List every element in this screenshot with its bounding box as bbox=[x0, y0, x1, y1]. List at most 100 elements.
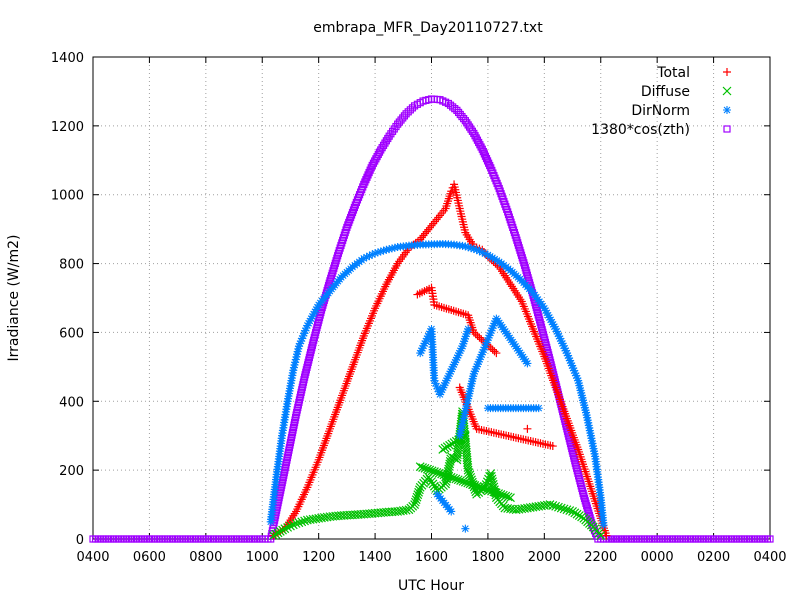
data-point bbox=[488, 324, 497, 333]
data-point bbox=[310, 307, 319, 316]
data-point bbox=[448, 362, 457, 371]
data-point bbox=[455, 431, 464, 440]
data-point bbox=[370, 306, 379, 315]
data-point bbox=[447, 365, 456, 374]
data-point bbox=[425, 223, 434, 232]
data-point bbox=[465, 479, 475, 489]
data-point bbox=[466, 244, 475, 253]
series-layer bbox=[89, 95, 774, 543]
data-point bbox=[485, 331, 494, 340]
data-point bbox=[573, 443, 582, 452]
data-point bbox=[584, 477, 593, 486]
data-point bbox=[437, 388, 446, 397]
data-point bbox=[490, 255, 499, 264]
data-point bbox=[594, 528, 604, 538]
data-point bbox=[435, 390, 444, 399]
data-point bbox=[441, 471, 451, 481]
data-point bbox=[342, 226, 350, 234]
data-point bbox=[324, 289, 333, 298]
data-point bbox=[439, 383, 448, 392]
data-point bbox=[549, 320, 558, 329]
data-point bbox=[458, 241, 467, 250]
data-point bbox=[435, 240, 444, 249]
data-point bbox=[532, 404, 541, 413]
data-point bbox=[430, 217, 439, 226]
data-point bbox=[447, 439, 457, 449]
y-tick-label: 1200 bbox=[51, 120, 84, 135]
data-point bbox=[575, 381, 584, 390]
x-tick-label: 2200 bbox=[584, 550, 617, 565]
data-point bbox=[544, 311, 553, 320]
data-point bbox=[427, 477, 436, 487]
data-point bbox=[570, 366, 579, 375]
data-point bbox=[581, 406, 590, 415]
data-point bbox=[347, 365, 356, 374]
x-tick-label: 0400 bbox=[753, 550, 786, 565]
data-point bbox=[308, 514, 318, 524]
data-point bbox=[563, 351, 572, 360]
data-point bbox=[283, 399, 292, 408]
data-point bbox=[300, 329, 309, 338]
data-point bbox=[366, 166, 374, 174]
data-point bbox=[550, 381, 559, 390]
data-point bbox=[558, 339, 567, 348]
data-point bbox=[477, 350, 486, 359]
data-point bbox=[437, 469, 447, 479]
data-point bbox=[418, 344, 427, 353]
y-tick-label: 600 bbox=[59, 326, 84, 341]
data-point bbox=[387, 507, 397, 517]
data-point bbox=[490, 347, 499, 356]
data-point bbox=[555, 332, 564, 341]
data-point bbox=[485, 159, 493, 167]
data-point bbox=[487, 474, 497, 484]
x-tick-label: 2000 bbox=[528, 550, 561, 565]
data-point bbox=[368, 250, 377, 259]
data-point bbox=[467, 379, 476, 388]
legend-label: Diffuse bbox=[641, 84, 690, 100]
data-point bbox=[406, 106, 414, 114]
data-point bbox=[547, 318, 556, 327]
data-point bbox=[574, 376, 583, 385]
data-point bbox=[494, 489, 504, 499]
data-point bbox=[371, 249, 380, 258]
data-point bbox=[456, 426, 465, 435]
data-point bbox=[440, 381, 449, 390]
data-point bbox=[439, 470, 449, 480]
data-point bbox=[294, 344, 303, 353]
data-point bbox=[565, 356, 574, 365]
data-point bbox=[451, 436, 461, 446]
data-point bbox=[480, 343, 489, 352]
data-point bbox=[465, 387, 474, 396]
data-point bbox=[568, 361, 577, 370]
data-point bbox=[460, 225, 469, 234]
data-point bbox=[291, 519, 301, 528]
y-tick-label: 400 bbox=[59, 395, 84, 410]
data-point bbox=[353, 510, 363, 519]
grid bbox=[93, 57, 770, 539]
data-point bbox=[422, 464, 432, 474]
x-axis-label: UTC Hour bbox=[398, 578, 464, 594]
data-point bbox=[463, 460, 473, 470]
data-point bbox=[413, 240, 422, 249]
data-point bbox=[505, 278, 514, 287]
data-point bbox=[446, 189, 455, 198]
data-point bbox=[579, 396, 588, 405]
data-point bbox=[461, 406, 470, 415]
data-point bbox=[546, 441, 555, 450]
data-point bbox=[471, 330, 480, 339]
data-point bbox=[486, 471, 496, 481]
data-point bbox=[461, 332, 470, 341]
data-point bbox=[442, 376, 451, 385]
data-point bbox=[562, 349, 571, 358]
data-point bbox=[451, 474, 461, 484]
data-point bbox=[481, 249, 490, 258]
data-point bbox=[504, 264, 513, 273]
data-point bbox=[302, 485, 311, 494]
data-point bbox=[486, 469, 496, 479]
data-point bbox=[511, 231, 519, 239]
data-point bbox=[458, 476, 468, 486]
data-point bbox=[458, 419, 467, 428]
data-point bbox=[457, 424, 466, 433]
data-point bbox=[438, 445, 448, 454]
data-point bbox=[449, 438, 459, 448]
